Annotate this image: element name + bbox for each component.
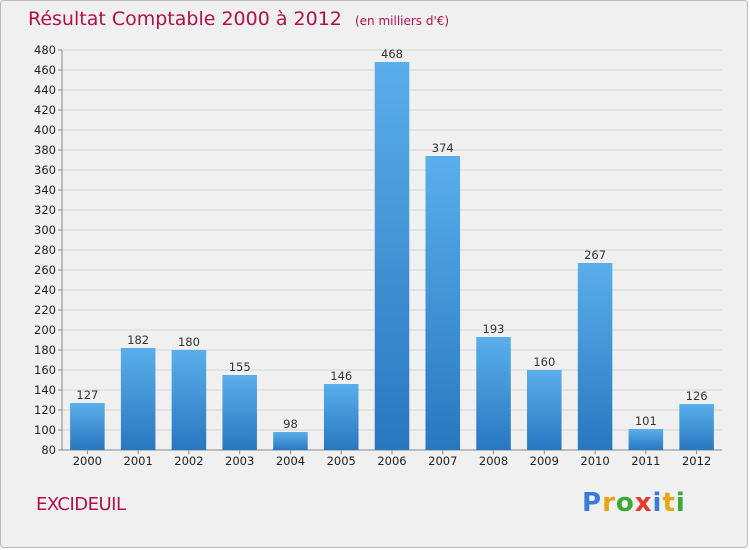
x-tick-label: 2009 (530, 454, 559, 468)
x-tick-label: 2004 (276, 454, 305, 468)
logo-letter: o (615, 488, 635, 518)
y-tick-label: 460 (34, 63, 56, 77)
y-tick-label: 120 (34, 403, 56, 417)
bars (70, 62, 714, 450)
bar-value-label: 98 (283, 417, 298, 431)
bar-value-label: 160 (533, 355, 555, 369)
bar-value-label: 180 (178, 335, 200, 349)
bar (120, 348, 156, 450)
bar (273, 432, 308, 450)
bar-value-label: 127 (76, 388, 98, 402)
y-tick-label: 180 (34, 343, 56, 357)
chart-subtitle: (en milliers d'€) (354, 14, 450, 28)
chart-title: Résultat Comptable 2000 à 2012 (28, 8, 342, 30)
x-tick-label: 2002 (174, 454, 203, 468)
y-tick-label: 280 (34, 243, 56, 257)
y-tick-label: 160 (34, 363, 56, 377)
x-tick-label: 2007 (428, 454, 457, 468)
bar (628, 429, 664, 450)
bar-value-label: 155 (229, 360, 251, 374)
bar-value-label: 126 (686, 389, 708, 403)
y-tick-label: 240 (34, 283, 56, 297)
y-tick-label: 200 (34, 323, 56, 337)
y-tick-label: 260 (34, 263, 56, 277)
bar-value-label: 146 (330, 369, 352, 383)
y-tick-label: 300 (34, 223, 56, 237)
bar (171, 350, 207, 450)
bar-value-label: 267 (584, 248, 606, 262)
bar (374, 62, 410, 450)
x-tick-label: 2006 (377, 454, 406, 468)
logo-letter: i (675, 488, 686, 518)
y-tick-labels: 80 100 120 140 160 180 200 220 240 260 280 300 320 34… (34, 43, 56, 457)
y-tick-label: 100 (34, 423, 56, 437)
y-tick-label: 80 (41, 443, 56, 457)
bar (425, 156, 461, 450)
x-tick-labels: 2000 2001 2002 2003 2004 2005 2006 2007 2008 2009… (73, 454, 712, 468)
proxiti-logo: Proxiti (582, 488, 686, 518)
x-tick-label: 2005 (327, 454, 356, 468)
bar (577, 263, 613, 450)
y-tick-label: 380 (34, 143, 56, 157)
bar (323, 384, 359, 450)
x-tick-label: 2000 (73, 454, 102, 468)
logo-letter: i (652, 488, 663, 518)
x-tick-label: 2012 (682, 454, 711, 468)
y-tick-label: 320 (34, 203, 56, 217)
y-tick-label: 400 (34, 123, 56, 137)
bar (527, 370, 562, 450)
y-tick-label: 340 (34, 183, 56, 197)
y-tick-label: 440 (34, 83, 56, 97)
logo-letter: P (582, 488, 603, 518)
logo-letter: r (602, 488, 616, 518)
commune-name: EXCIDEUIL (36, 494, 126, 515)
logo-letter: t (662, 488, 676, 518)
chart-title-block: Résultat Comptable 2000 à 2012 (en milli… (28, 8, 449, 30)
bar (222, 375, 257, 450)
y-tick-label: 220 (34, 303, 56, 317)
x-tick-label: 2001 (124, 454, 153, 468)
x-tick-label: 2008 (479, 454, 508, 468)
bar-value-label: 193 (483, 322, 505, 336)
y-tick-label: 140 (34, 383, 56, 397)
bar (476, 337, 511, 450)
bar-value-label: 374 (432, 141, 454, 155)
y-tick-label: 480 (34, 43, 56, 57)
x-tick-label: 2011 (631, 454, 660, 468)
bar-value-label: 101 (635, 414, 657, 428)
x-tick-label: 2010 (580, 454, 609, 468)
bar (679, 404, 714, 450)
bar-value-label: 182 (127, 333, 149, 347)
y-tick-label: 360 (34, 163, 56, 177)
data-labels: 127 182 180 155 98 146 468 374 193 160 267 101 126 (76, 47, 707, 431)
logo-letter: x (634, 488, 653, 518)
y-tick-label: 420 (34, 103, 56, 117)
bar (70, 403, 105, 450)
bar-value-label: 468 (381, 47, 403, 61)
x-tick-label: 2003 (225, 454, 254, 468)
